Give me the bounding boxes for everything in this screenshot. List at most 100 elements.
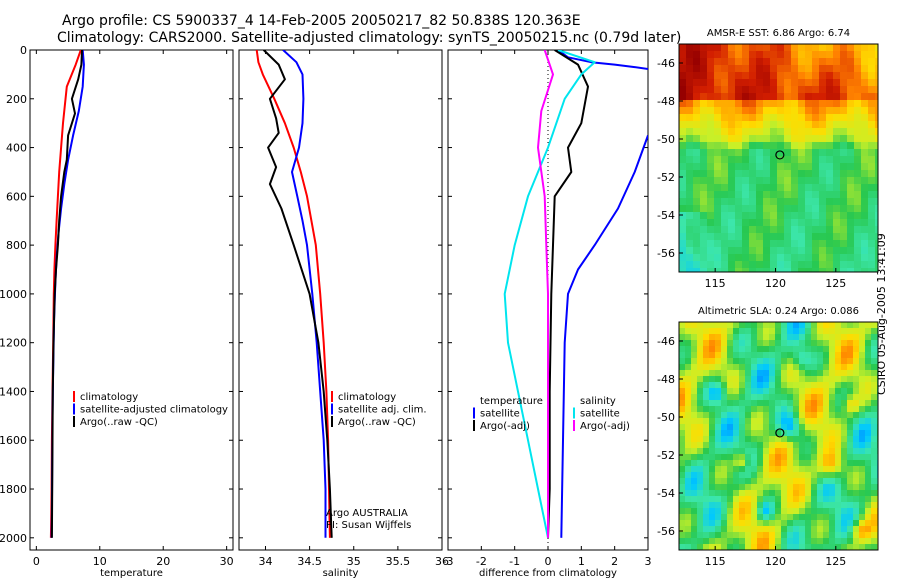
map-cell [826, 72, 834, 80]
map-cell [727, 412, 734, 419]
map-cell [691, 526, 698, 533]
map-cell [854, 44, 862, 52]
map-cell [817, 538, 824, 545]
map-cell [775, 508, 782, 515]
map-cell [791, 268, 799, 272]
map-cell [847, 328, 854, 335]
map-cell [865, 394, 872, 401]
map-cell [812, 100, 820, 108]
map-cell [798, 79, 806, 87]
map-cell [799, 544, 806, 550]
map-cell [679, 334, 686, 341]
map-cell [798, 226, 806, 234]
map-cell [787, 430, 794, 437]
map-cell [739, 454, 746, 461]
map-cell [781, 412, 788, 419]
map-cell [841, 370, 848, 377]
map-cell [691, 388, 698, 395]
map-cell [721, 436, 728, 443]
map-cell [847, 254, 855, 262]
map-cell [871, 328, 878, 335]
map-cell [679, 261, 687, 269]
map-cell [835, 544, 842, 550]
map-cell [777, 121, 785, 129]
map-cell [871, 502, 878, 509]
map-cell [749, 149, 757, 157]
map-cell [709, 514, 716, 521]
map-cell [756, 44, 764, 52]
map-cell [745, 436, 752, 443]
map-cell [777, 163, 785, 171]
map-cell [812, 79, 820, 87]
map-cell [751, 328, 758, 335]
map-cell [826, 254, 834, 262]
map-cell [714, 65, 722, 73]
map-cell [793, 358, 800, 365]
map-cell [745, 466, 752, 473]
map-cell [733, 448, 740, 455]
map-cell [770, 44, 778, 52]
map-cell [700, 163, 708, 171]
map-cell [685, 436, 692, 443]
map-cell [679, 198, 687, 206]
map-cell [733, 394, 740, 401]
map-cell [721, 191, 729, 199]
map-cell [751, 460, 758, 467]
map-cell [841, 502, 848, 509]
x-tick-label: 115 [705, 555, 726, 568]
map-cell [756, 72, 764, 80]
map-cell [763, 514, 770, 521]
map-cell [739, 502, 746, 509]
map-cell [784, 163, 792, 171]
map-cell [715, 538, 722, 545]
map-cell [841, 364, 848, 371]
x-tick-label: 34 [258, 555, 272, 568]
map-cell [847, 376, 854, 383]
map-cell [854, 114, 862, 122]
map-cell [757, 442, 764, 449]
map-cell [777, 247, 785, 255]
map-cell [679, 448, 686, 455]
map-cell [791, 198, 799, 206]
map-cell [714, 114, 722, 122]
map-cell [819, 58, 827, 66]
map-cell [777, 205, 785, 213]
map-cell [826, 247, 834, 255]
map-cell [775, 322, 782, 329]
map-cell [749, 107, 757, 115]
legend-label: temperature [480, 396, 543, 407]
map-cell [875, 254, 878, 262]
map-cell [841, 538, 848, 545]
map-cell [871, 442, 878, 449]
map-cell [756, 93, 764, 101]
map-cell [861, 135, 869, 143]
map-cell [721, 268, 729, 272]
map-cell [697, 400, 704, 407]
map-cell [697, 418, 704, 425]
map-cell [781, 484, 788, 491]
x-tick-label: 2 [611, 555, 618, 568]
map-cell [691, 364, 698, 371]
map-cell [835, 430, 842, 437]
map-cell [751, 352, 758, 359]
map-cell [742, 205, 750, 213]
map-cell [707, 156, 715, 164]
map-cell [739, 466, 746, 473]
map-cell [817, 340, 824, 347]
map-cell [714, 93, 722, 101]
map-cell [793, 520, 800, 527]
map-cell [805, 466, 812, 473]
map-cell [861, 177, 869, 185]
map-cell [859, 490, 866, 497]
map-cell [714, 268, 722, 272]
map-cell [817, 514, 824, 521]
map-cell [777, 44, 785, 52]
map-cell [833, 100, 841, 108]
map-cell [805, 526, 812, 533]
map-cell [817, 466, 824, 473]
map-cell [757, 544, 764, 550]
map-cell [854, 170, 862, 178]
map-cell [784, 254, 792, 262]
map-cell [721, 394, 728, 401]
map-cell [781, 400, 788, 407]
